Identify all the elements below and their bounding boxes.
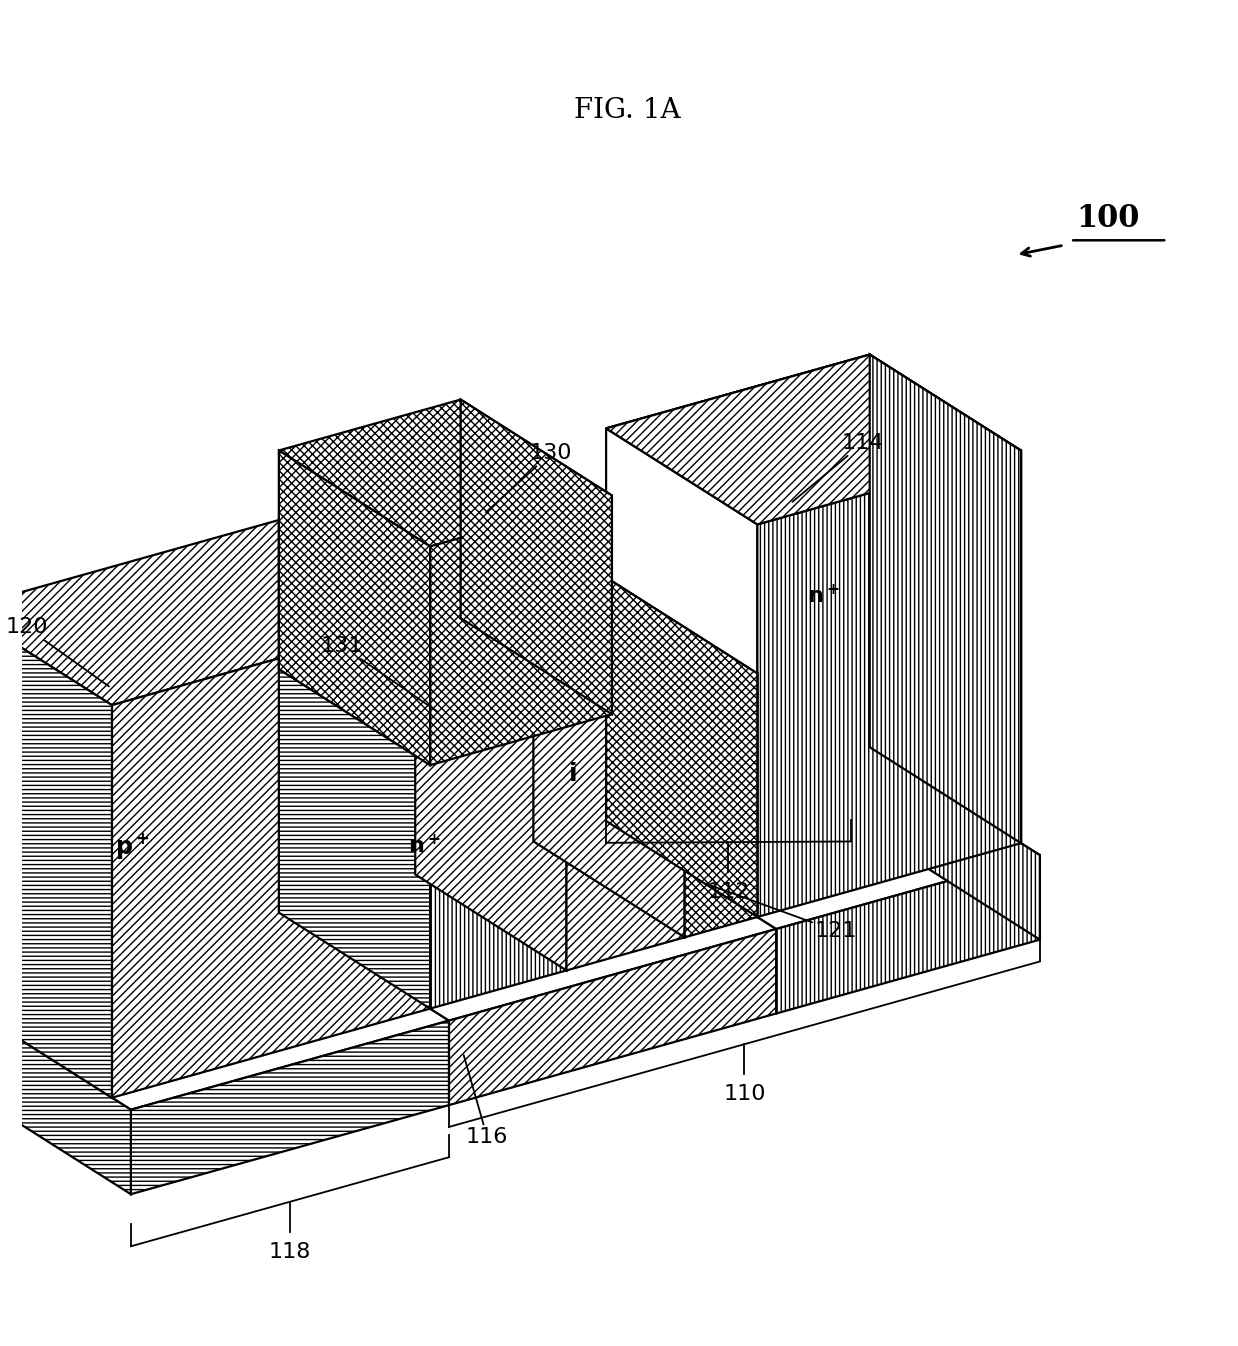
Text: $\mathbf{n^+}$: $\mathbf{n^+}$ [409, 833, 441, 857]
Text: 114: 114 [792, 433, 884, 502]
Polygon shape [607, 354, 1021, 525]
Polygon shape [534, 598, 685, 937]
Polygon shape [607, 354, 1021, 525]
Polygon shape [534, 577, 758, 693]
Polygon shape [415, 631, 567, 970]
Polygon shape [567, 693, 685, 970]
Polygon shape [279, 520, 430, 1008]
Polygon shape [279, 400, 612, 546]
Polygon shape [415, 598, 685, 727]
Polygon shape [279, 451, 430, 765]
Polygon shape [776, 855, 1040, 1014]
Polygon shape [758, 451, 1021, 917]
Polygon shape [0, 610, 111, 1098]
Polygon shape [0, 900, 449, 1109]
Text: 110: 110 [723, 1084, 766, 1104]
Polygon shape [758, 451, 1021, 917]
Text: $\mathbf{n^+}$: $\mathbf{n^+}$ [807, 583, 839, 607]
Polygon shape [607, 354, 870, 821]
Text: FIG. 1A: FIG. 1A [574, 97, 681, 124]
Polygon shape [461, 400, 612, 715]
Text: 112: 112 [707, 882, 750, 902]
Text: $\mathbf{i}$: $\mathbf{i}$ [568, 762, 577, 786]
Text: 100: 100 [1076, 203, 1140, 234]
Polygon shape [685, 673, 758, 937]
Polygon shape [870, 354, 1021, 843]
Polygon shape [587, 735, 1040, 929]
Polygon shape [430, 495, 612, 765]
Text: 120: 120 [5, 618, 109, 686]
Text: 121: 121 [706, 883, 858, 941]
Polygon shape [430, 727, 567, 1008]
Text: 131: 131 [321, 637, 437, 711]
Polygon shape [870, 354, 1021, 843]
Text: $\mathbf{p^+}$: $\mathbf{p^+}$ [114, 832, 149, 861]
Polygon shape [449, 929, 776, 1105]
Polygon shape [607, 577, 758, 917]
Text: 118: 118 [269, 1242, 311, 1261]
Polygon shape [851, 735, 1040, 940]
Text: 116: 116 [464, 1055, 509, 1147]
Polygon shape [131, 1020, 449, 1194]
Polygon shape [260, 809, 776, 1020]
Polygon shape [0, 520, 430, 705]
Polygon shape [0, 989, 131, 1194]
Polygon shape [111, 616, 430, 1098]
Polygon shape [279, 631, 567, 765]
Text: 130: 130 [487, 443, 572, 513]
